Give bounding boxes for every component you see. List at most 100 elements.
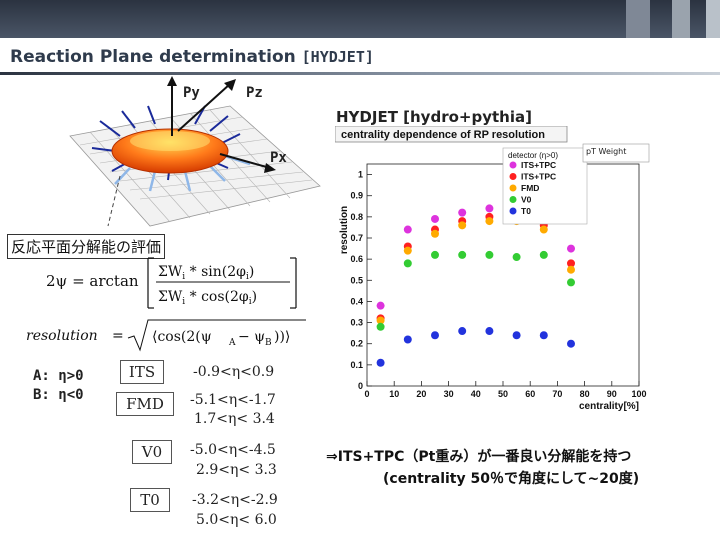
- conclusion-line-2: (centrality 50％で角度にして~20度): [383, 471, 640, 487]
- eta-cuts: A: η>0 B: η<0: [33, 367, 84, 405]
- py-label: Py: [183, 85, 200, 101]
- data-point: [403, 335, 412, 344]
- svg-text:A: A: [228, 338, 236, 348]
- x-tick-label: 10: [389, 389, 399, 399]
- chart-title: centrality dependence of RP resolution: [341, 129, 545, 141]
- y-tick-label: 0.2: [350, 339, 363, 349]
- data-point: [567, 278, 575, 287]
- pt-weight-box: [582, 143, 650, 163]
- y-tick-label: 0: [358, 381, 363, 391]
- y-tick-label: 0.5: [350, 275, 363, 285]
- formula-numerator: ΣWi * sin(2φi): [158, 264, 254, 282]
- data-point: [512, 253, 521, 262]
- svg-text:=: =: [112, 328, 124, 344]
- y-tick-label: 0.4: [350, 296, 363, 306]
- legend-title: detector (η>0): [508, 151, 558, 160]
- formula-lhs: 2ψ = arctan: [46, 272, 139, 290]
- px-axis: [219, 153, 271, 169]
- banner-accent: [626, 0, 650, 38]
- data-point: [539, 331, 548, 340]
- legend-marker: [509, 207, 517, 215]
- banner-accent: [706, 0, 720, 38]
- legend-entry: V0: [521, 195, 532, 205]
- y-axis-label: resolution: [339, 206, 350, 254]
- eta-cut-a: A: η>0: [33, 368, 84, 384]
- data-point: [485, 250, 494, 259]
- legend-marker: [509, 196, 517, 203]
- data-point: [458, 327, 467, 336]
- conclusion-line-1: ⇒ITS+TPC（Pt重み）が一番良い分解能を持つ: [326, 449, 632, 465]
- section-title: 反応平面分解能の評価: [7, 234, 166, 259]
- x-tick-label: 30: [444, 389, 454, 399]
- data-point: [376, 358, 385, 367]
- data-point: [567, 339, 575, 348]
- svg-text:))⟩: ))⟩: [274, 329, 290, 345]
- x-tick-label: 20: [416, 389, 426, 399]
- data-point: [403, 246, 412, 255]
- x-tick-label: 40: [471, 389, 481, 399]
- y-tick-label: 0.8: [350, 212, 363, 222]
- legend-marker: [509, 173, 517, 180]
- range-fmd-2: 1.7<η< 3.4: [194, 411, 275, 427]
- legend-marker: [509, 161, 517, 169]
- data-point: [376, 301, 385, 310]
- x-tick-label: 80: [580, 389, 590, 399]
- page-title-text: Reaction Plane determination: [10, 47, 296, 67]
- data-point: [431, 214, 439, 223]
- legend-marker: [509, 184, 517, 192]
- hydjet-label: HYDJET [hydro+pythia]: [336, 108, 532, 126]
- svg-text:− ψ: − ψ: [238, 329, 265, 345]
- detector-t0: T0: [130, 488, 170, 512]
- data-point: [376, 316, 385, 325]
- data-point: [431, 229, 439, 238]
- title-divider: [0, 72, 720, 75]
- data-point: [485, 217, 494, 226]
- y-tick-label: 0.6: [350, 254, 363, 264]
- pt-weight-label: pT Weight: [586, 147, 627, 156]
- data-point: [403, 225, 412, 234]
- title-banner: [0, 0, 720, 38]
- x-tick-label: 70: [552, 389, 562, 399]
- x-tick-label: 0: [364, 389, 369, 399]
- data-point: [512, 331, 521, 340]
- page-title: Reaction Plane determination [HYDJET]: [10, 47, 374, 67]
- data-point: [485, 327, 494, 336]
- px-label: Px: [270, 150, 287, 166]
- x-tick-label: 90: [607, 389, 617, 399]
- y-tick-label: 0.7: [350, 233, 363, 243]
- data-point: [458, 208, 467, 217]
- conclusion-note: ⇒ITS+TPC（Pt重み）が一番良い分解能を持つ (centrality 50…: [326, 446, 716, 490]
- detector-its: ITS: [120, 360, 164, 384]
- detector-fmd: FMD: [116, 392, 174, 416]
- pz-label: Pz: [246, 85, 263, 101]
- formula-denominator: ΣWi * cos(2φi): [158, 289, 257, 307]
- detector-v0: V0: [132, 440, 172, 464]
- y-tick-label: 0.1: [350, 360, 363, 370]
- data-point: [376, 322, 385, 331]
- x-tick-label: 50: [498, 389, 508, 399]
- legend-entry: FMD: [521, 183, 539, 193]
- data-point: [539, 225, 548, 234]
- page-subtitle: [HYDJET]: [301, 48, 374, 66]
- y-tick-label: 0.3: [350, 318, 363, 328]
- data-point: [567, 259, 575, 268]
- data-point: [567, 265, 575, 274]
- pz-axis: [177, 83, 231, 132]
- range-v0-2: 2.9<η< 3.3: [196, 462, 277, 478]
- resolution-formula: resolution = ⟨cos(2(ψ A − ψ B ))⟩: [26, 319, 306, 352]
- legend-entry: ITS+TPC: [521, 172, 556, 182]
- x-tick-label: 60: [525, 389, 535, 399]
- eta-cut-b: B: η<0: [33, 387, 84, 403]
- range-v0-1: -5.0<η<-4.5: [190, 442, 276, 458]
- data-point: [539, 250, 548, 259]
- resolution-chart: centrality dependence of RP resolution 0…: [335, 126, 650, 412]
- data-point: [458, 221, 467, 230]
- legend-entry: ITS+TPC: [521, 160, 556, 170]
- y-tick-label: 0.9: [350, 191, 363, 201]
- range-t0-1: -3.2<η<-2.9: [192, 492, 278, 508]
- x-axis-label: centrality[%]: [579, 401, 639, 412]
- arctan-formula: 2ψ = arctan ΣWi * sin(2φi) ΣWi * cos(2φi…: [46, 257, 297, 309]
- x-tick-label: 100: [631, 389, 646, 399]
- data-point: [567, 244, 575, 253]
